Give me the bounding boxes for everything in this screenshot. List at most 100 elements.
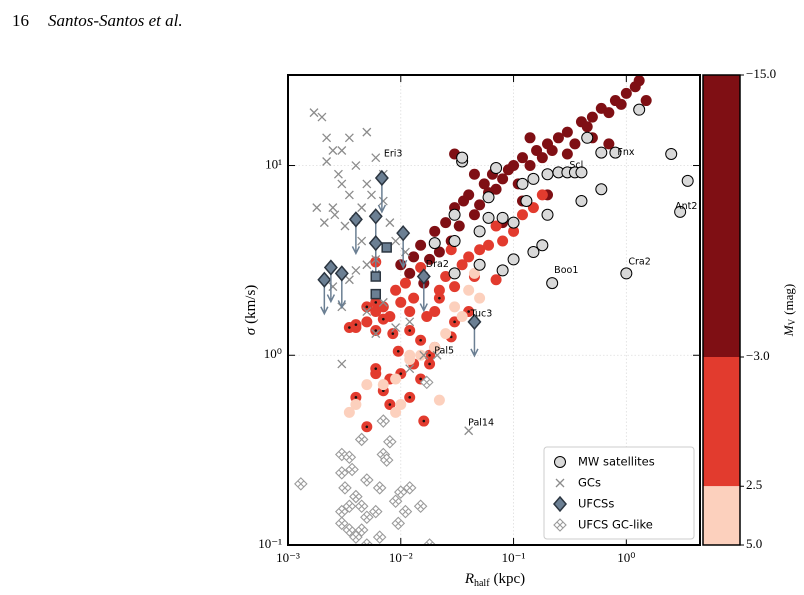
point	[456, 259, 468, 271]
point	[541, 168, 554, 181]
point	[362, 127, 372, 137]
point	[368, 234, 383, 252]
point	[620, 267, 633, 280]
point	[372, 530, 387, 544]
point	[473, 258, 486, 271]
point	[569, 138, 581, 150]
point	[620, 87, 632, 99]
point	[474, 292, 486, 304]
point	[374, 169, 389, 187]
point	[463, 284, 475, 296]
point	[337, 359, 347, 369]
y-tick-label: 10¹	[265, 157, 282, 172]
point	[405, 364, 415, 374]
point	[404, 349, 416, 361]
point	[377, 379, 389, 391]
annotation: Tuc3	[470, 308, 493, 319]
point	[449, 281, 461, 293]
point	[398, 504, 413, 519]
point-dot	[422, 419, 426, 423]
point	[396, 225, 411, 242]
point	[395, 399, 407, 411]
point	[429, 306, 441, 318]
point	[328, 203, 338, 213]
x-label-sub: half	[474, 578, 490, 589]
point	[371, 153, 381, 163]
point	[408, 251, 420, 263]
cb-label-main: M	[781, 324, 796, 337]
point-dot	[467, 310, 470, 313]
point	[344, 275, 354, 285]
point	[361, 379, 373, 391]
y-label-unit: (km/s)	[243, 285, 259, 324]
annotation: Pal5	[434, 346, 454, 357]
point	[371, 329, 381, 339]
point	[322, 157, 332, 166]
point	[388, 494, 403, 509]
point-dot	[354, 323, 358, 326]
point	[362, 307, 372, 316]
point	[520, 195, 533, 208]
point-dot	[449, 335, 453, 339]
page-number: 16	[12, 11, 29, 30]
point	[309, 108, 319, 118]
point-dot	[419, 377, 422, 381]
annotation: Ant2	[675, 201, 697, 212]
point	[428, 237, 441, 250]
point	[357, 236, 367, 246]
point	[546, 145, 558, 157]
point	[344, 190, 354, 200]
point-dot	[419, 338, 422, 342]
point	[490, 220, 502, 232]
x-axis-label: Rhalf (kpc)	[464, 571, 525, 589]
point	[390, 373, 402, 385]
point	[312, 203, 322, 213]
colorbar-segment	[703, 75, 740, 357]
legend-marker	[553, 495, 567, 513]
point	[496, 211, 509, 224]
point	[482, 191, 495, 204]
point	[463, 251, 475, 263]
cb-label-unit: (mag)	[781, 284, 796, 315]
point	[473, 225, 486, 238]
point	[516, 177, 529, 190]
plot-area: Eri3 Fnx Scl Ant2 Cra2 Boo1 Dra2 Tuc3 Pal5 Pal14	[294, 75, 697, 545]
point-dot	[408, 396, 412, 399]
point	[449, 301, 461, 313]
annotation: Scl	[569, 160, 583, 171]
point	[342, 499, 357, 514]
point	[342, 523, 357, 537]
point	[448, 235, 461, 248]
point	[376, 414, 391, 428]
point	[415, 349, 427, 361]
point	[328, 146, 338, 155]
point	[609, 146, 622, 159]
annotation: Dra2	[426, 259, 449, 270]
annotation: Cra2	[628, 257, 650, 268]
point-dot	[453, 320, 456, 324]
point	[496, 264, 509, 277]
point	[467, 313, 482, 331]
point	[440, 271, 452, 283]
point	[334, 265, 349, 282]
point	[507, 216, 520, 229]
point	[561, 126, 573, 138]
point	[362, 179, 372, 189]
point	[368, 208, 383, 225]
point	[413, 499, 428, 514]
point	[379, 453, 394, 467]
legend-marker	[554, 456, 566, 468]
point	[335, 466, 349, 480]
point	[416, 268, 431, 285]
point	[399, 277, 411, 289]
point	[490, 183, 502, 195]
point	[508, 225, 520, 237]
colorbar-tick-label: 2.5	[746, 477, 762, 492]
point-dot	[428, 353, 431, 357]
point	[372, 481, 387, 495]
legend-marker	[553, 518, 567, 532]
colorbar-frame	[702, 74, 741, 546]
point	[294, 477, 308, 491]
point	[362, 260, 372, 270]
